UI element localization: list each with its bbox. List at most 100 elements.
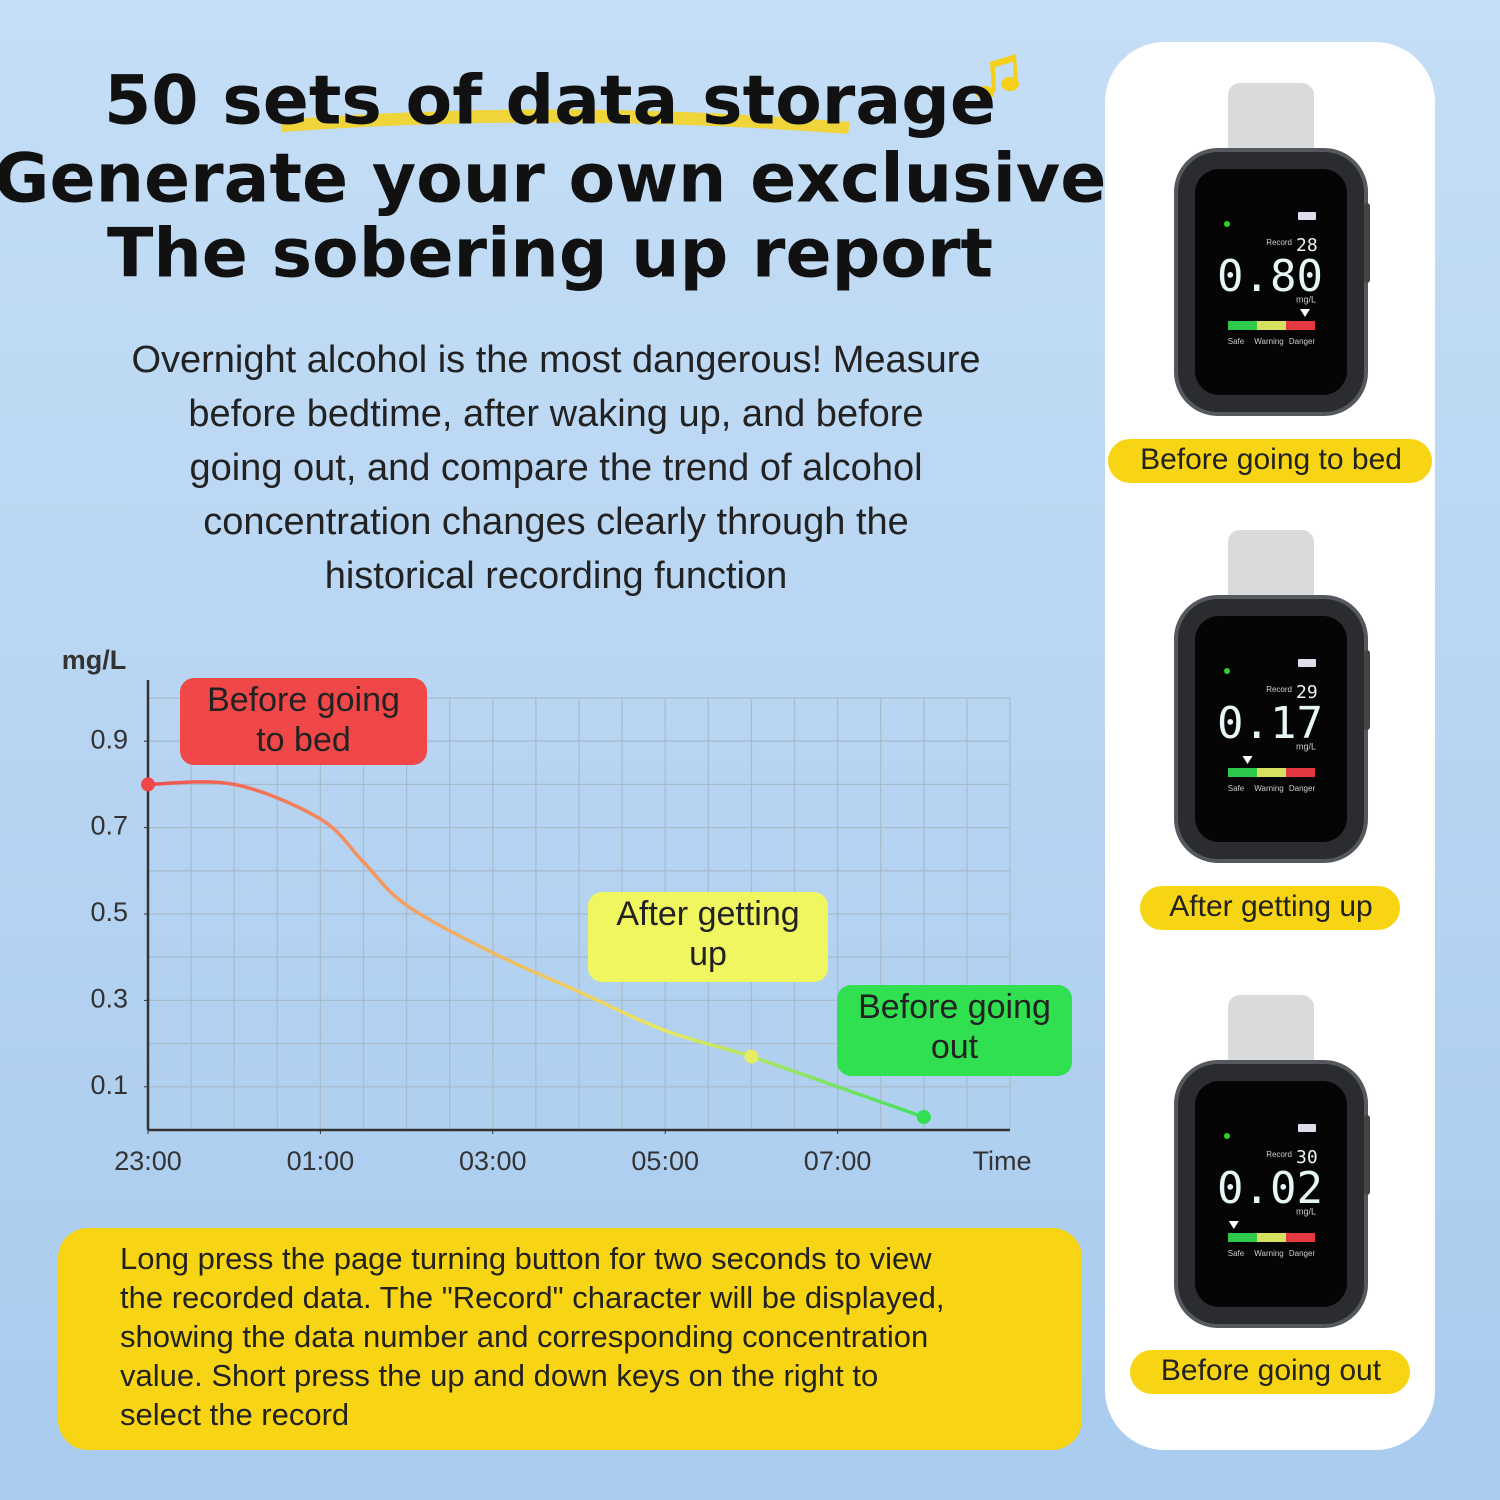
paragraph-line: concentration changes clearly through th…: [203, 501, 909, 543]
battery: [1298, 212, 1316, 220]
annotation-box: [588, 892, 828, 982]
unit: mg/L: [1296, 741, 1316, 751]
caption-pill: [1130, 1350, 1410, 1394]
scale-bar: [1286, 321, 1315, 330]
annotation-text: up: [689, 935, 727, 973]
caption-pill: [1108, 439, 1432, 483]
scale-label: Warning: [1254, 1249, 1284, 1258]
scale-bar: [1286, 1233, 1315, 1242]
reading: 0.17: [1217, 698, 1323, 749]
scale-label: Warning: [1254, 337, 1284, 346]
status-dot: [1224, 668, 1230, 674]
annotation-box: [180, 678, 427, 765]
reading: 0.02: [1217, 1163, 1323, 1214]
watch-screen: [1195, 169, 1347, 395]
battery: [1298, 659, 1316, 667]
data-line: [147, 780, 925, 1119]
record-number: 30: [1296, 1147, 1318, 1168]
level-pointer: [1228, 1221, 1239, 1229]
music-note: [976, 54, 1019, 100]
y-axis-label: mg/L: [62, 645, 127, 675]
record-number: 28: [1296, 235, 1318, 256]
x-tick-label: 01:00: [287, 1146, 355, 1176]
data-point: [744, 1049, 759, 1064]
caption-pill: [1140, 886, 1400, 930]
title-line: The sobering up report: [107, 215, 993, 294]
record-label: Record: [1266, 238, 1292, 247]
annotation-box: [837, 985, 1072, 1076]
scale-label: Safe: [1228, 1249, 1245, 1258]
record-number: 29: [1296, 682, 1318, 703]
x-tick-label: 03:00: [459, 1146, 527, 1176]
highlight-stroke: [280, 109, 850, 134]
title-line: Generate your own exclusive: [0, 140, 1106, 219]
watch-screen: [1195, 1081, 1347, 1307]
caption: Before going out: [1161, 1354, 1382, 1387]
scale-label: Danger: [1289, 784, 1316, 793]
y-tick-label: 0.3: [90, 984, 128, 1014]
annotation-text: Before going: [858, 988, 1051, 1026]
y-tick-label: 0.5: [90, 897, 128, 927]
paragraph-line: going out, and compare the trend of alco…: [189, 447, 922, 489]
scale-label: Danger: [1289, 1249, 1316, 1258]
y-tick-label: 0.9: [90, 724, 128, 754]
status-dot: [1224, 221, 1230, 227]
data-point: [916, 1110, 931, 1125]
note-line: the recorded data. The "Record" characte…: [120, 1280, 944, 1315]
scale-bar: [1228, 321, 1257, 330]
scale-bar: [1257, 768, 1286, 777]
paragraph-line: Overnight alcohol is the most dangerous!…: [131, 339, 980, 381]
note-line: select the record: [120, 1397, 349, 1432]
level-pointer: [1300, 309, 1310, 317]
watch-screen: [1195, 616, 1347, 842]
paragraph-line: historical recording function: [325, 555, 788, 597]
caption: After getting up: [1169, 890, 1372, 923]
watch-band: [1228, 995, 1314, 1075]
annotation-text: out: [931, 1028, 979, 1066]
paragraph-line: before bedtime, after waking up, and bef…: [188, 393, 923, 435]
title-line: 50 sets of data storage: [104, 62, 996, 141]
record-label: Record: [1266, 1150, 1292, 1159]
note-box: [58, 1228, 1082, 1450]
note-line: Long press the page turning button for t…: [120, 1241, 932, 1276]
x-axis-label: Time: [973, 1146, 1032, 1176]
level-pointer: [1242, 756, 1253, 764]
scale-label: Safe: [1228, 337, 1245, 346]
unit: mg/L: [1296, 1206, 1316, 1216]
x-tick-label: 05:00: [631, 1146, 699, 1176]
reading: 0.80: [1217, 251, 1323, 302]
watch-band: [1228, 530, 1314, 610]
annotation-text: Before going: [207, 681, 400, 719]
status-dot: [1224, 1133, 1230, 1139]
note-line: value. Short press the up and down keys …: [120, 1358, 878, 1393]
note-line: showing the data number and correspondin…: [120, 1319, 928, 1354]
caption: Before going to bed: [1140, 443, 1402, 476]
y-tick-label: 0.7: [90, 811, 128, 841]
scale-label: Danger: [1289, 337, 1316, 346]
scale-label: Warning: [1254, 784, 1284, 793]
annotation-text: to bed: [256, 721, 351, 759]
x-tick-label: 23:00: [114, 1146, 182, 1176]
watch-band: [1228, 83, 1314, 163]
scale-label: Safe: [1228, 784, 1245, 793]
watch-button: [1364, 203, 1370, 283]
record-label: Record: [1266, 685, 1292, 694]
unit: mg/L: [1296, 294, 1316, 304]
scale-bar: [1228, 768, 1257, 777]
scale-bar: [1257, 321, 1286, 330]
watch-button: [1364, 650, 1370, 730]
x-tick-label: 07:00: [804, 1146, 872, 1176]
scale-bar: [1228, 1233, 1257, 1242]
annotation-text: After getting: [616, 895, 799, 933]
y-tick-label: 0.1: [90, 1070, 128, 1100]
scale-bar: [1286, 768, 1315, 777]
watch-button: [1364, 1115, 1370, 1195]
battery: [1298, 1124, 1316, 1132]
scale-bar: [1257, 1233, 1286, 1242]
data-point: [141, 777, 155, 792]
